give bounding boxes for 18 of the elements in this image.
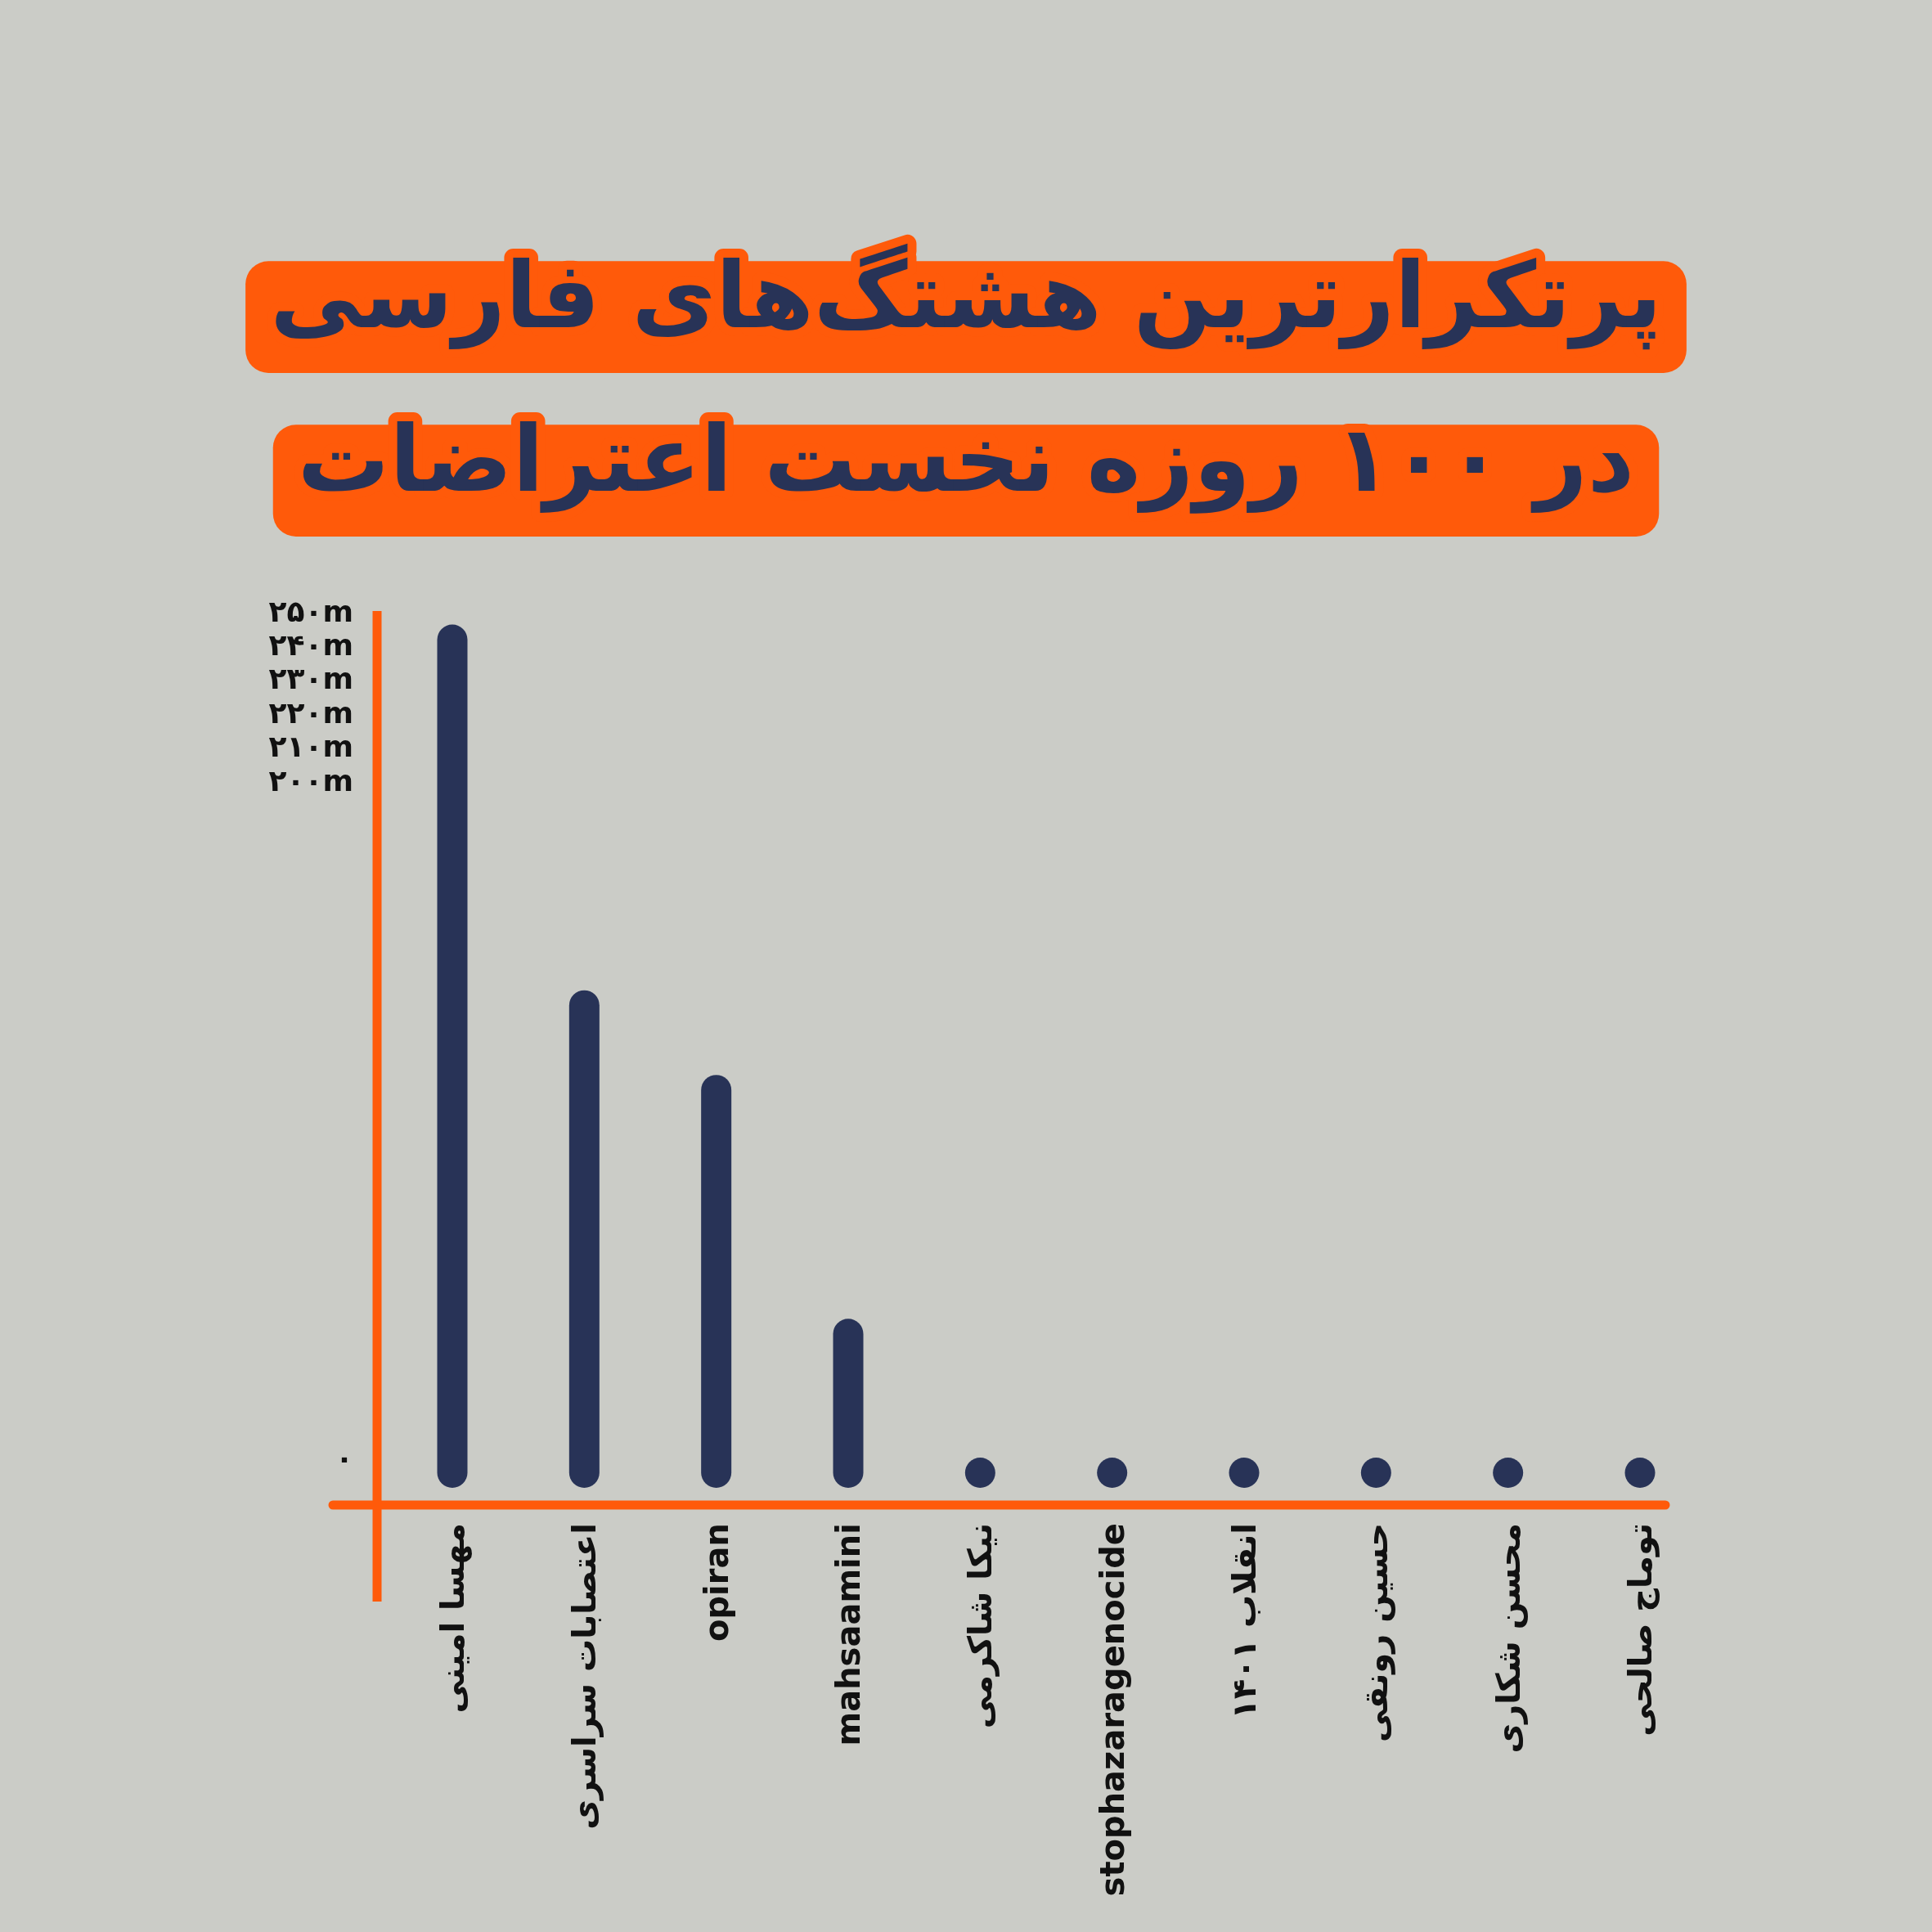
y-tick-label: ۲۲۰m	[268, 695, 353, 730]
y-tick-label: ۰	[335, 1440, 353, 1475]
x-tick-label: اعتصابات سراسری	[565, 1523, 604, 1830]
x-tick-label: انقلاب ۱۴۰۱	[1225, 1523, 1263, 1719]
x-tick-label: توماج صالحی	[1621, 1523, 1660, 1737]
x-tick-label: opiran	[697, 1523, 735, 1642]
y-tick-label: ۲۳۰m	[268, 662, 353, 696]
x-tick-label: مهسا امینی	[434, 1523, 472, 1714]
x-tick-label: نیکا شاکرمی	[961, 1523, 1000, 1729]
y-tick-label: ۲۱۰m	[268, 730, 353, 764]
y-tick-label: ۲۰۰m	[268, 763, 353, 798]
x-tick-label: محسن شکاری	[1489, 1523, 1528, 1754]
y-tick-label: ۲۵۰m	[268, 594, 353, 628]
x-tick-label: mahsaamini	[829, 1523, 867, 1746]
chart-subtitle: در ۱۰۰ روزه نخست اعتراضات	[297, 406, 1635, 514]
x-tick-label: حسین رونقی	[1357, 1523, 1396, 1742]
x-tick-label: stophazaragenocide	[1093, 1523, 1131, 1897]
y-tick-label: ۲۴۰m	[268, 627, 353, 662]
